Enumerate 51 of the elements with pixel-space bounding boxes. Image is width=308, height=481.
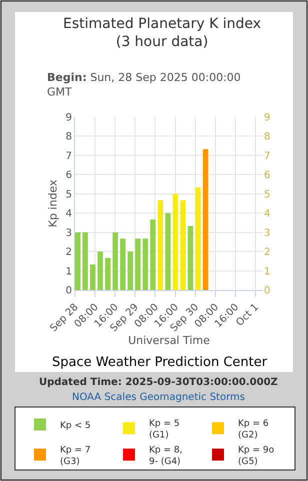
y2-tick-label: 2 [264,247,270,258]
bar [188,226,194,290]
legend-label: Kp = 8, 9- (G4) [149,445,182,467]
y-tick-label: 6 [66,170,72,182]
legend-label: Kp = 5 (G1) [149,418,180,441]
bar [128,252,134,290]
legend-label: Kp = 6 (G2) [238,418,269,441]
y-tick-label: 3 [66,228,72,239]
y-tick-label: 1 [66,266,72,278]
bar [150,219,156,290]
bar [105,258,110,290]
y2-tick-label: 3 [264,228,270,239]
y2-tick-label: 7 [264,150,270,162]
y2-tick-label: 8 [264,132,270,143]
x-axis-title: Universal Time [128,334,210,348]
bar [142,238,148,290]
bar [165,213,171,290]
bar [172,194,178,290]
y-tick-label: 9 [66,112,72,124]
y2-tick-label: 9 [264,112,270,124]
legend-label: Kp < 5 [60,421,91,432]
legend-label: Kp = 9o (G5) [238,445,275,467]
bar [112,232,118,290]
y-tick-label: 2 [66,247,72,258]
text: Updated Time: 2025-09-30T03:00:00.000Z [39,377,278,388]
bar [202,149,208,290]
y-tick-label: 5 [66,189,72,200]
bar [180,200,186,290]
bar [120,238,126,290]
y-tick-label: 0 [66,286,72,296]
text: Space Weather Prediction Center [52,355,268,370]
text: NOAA Scales Geomagnetic Storms [72,392,245,403]
y2-tick-label: 5 [264,189,270,200]
bar [98,252,103,290]
y-axis-title: Kp index [46,179,60,228]
y2-tick-label: 0 [264,286,270,296]
y2-tick-label: 4 [264,208,270,220]
y-tick-label: 7 [66,150,72,162]
bar [158,200,164,290]
bar [82,232,88,290]
bar [135,238,141,290]
y-tick-label: 8 [66,132,72,143]
y-tick-label: 4 [66,208,72,220]
bar [195,188,201,290]
text: Begin: Sun, 28 Sep 2025 00:00:00 GMT [47,71,241,98]
chart-title: Estimated Planetary K index (3 hour data) [63,16,262,50]
bar [90,264,96,290]
y2-tick-label: 6 [264,170,270,182]
y2-tick-label: 1 [264,266,270,278]
legend-label: Kp = 7 (G3) [60,445,91,467]
bar [75,232,80,290]
